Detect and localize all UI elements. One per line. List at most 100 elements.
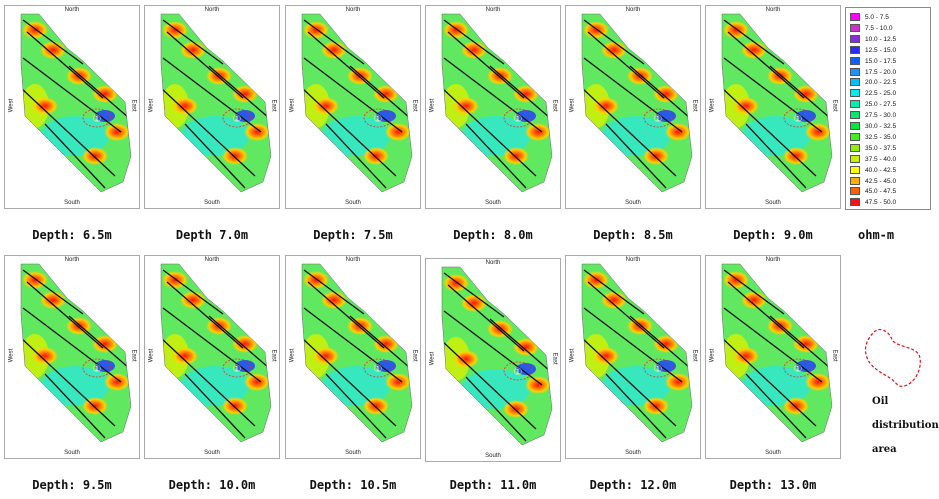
legend-item: 10.0 - 12.5 bbox=[850, 34, 930, 45]
direction-label-west: West bbox=[569, 98, 576, 113]
direction-label-north: North bbox=[625, 257, 641, 263]
direction-label-west: West bbox=[709, 348, 716, 363]
legend-label: 12.5 - 15.0 bbox=[865, 46, 897, 54]
direction-label-east: East bbox=[411, 99, 418, 112]
legend-item: 27.5 - 30.0 bbox=[850, 110, 930, 121]
legend-swatch bbox=[850, 198, 860, 207]
resistivity-map: ① bbox=[20, 13, 132, 193]
map-panel: ① North South West East bbox=[565, 255, 701, 459]
direction-label-north: North bbox=[345, 7, 361, 13]
map-panel: ① North South West East bbox=[285, 5, 421, 209]
legend-swatch bbox=[850, 122, 860, 130]
oil-area-outline bbox=[82, 358, 112, 378]
direction-label-east: East bbox=[130, 99, 137, 112]
direction-label-south: South bbox=[204, 450, 220, 456]
legend-label: 27.5 - 30.0 bbox=[865, 112, 897, 120]
anomaly-marker: ① bbox=[374, 364, 383, 375]
depth-label: Depth: 9.0m bbox=[733, 228, 813, 242]
map-panel: ① North South West East bbox=[144, 5, 280, 209]
anomaly-marker: ① bbox=[514, 367, 523, 378]
direction-label-east: East bbox=[691, 99, 698, 112]
legend-item: 7.5 - 10.0 bbox=[850, 23, 930, 34]
direction-label-west: West bbox=[148, 348, 155, 363]
direction-label-north: North bbox=[765, 257, 781, 263]
map-panel: ① North South West East bbox=[425, 258, 561, 462]
legend-item: 20.0 - 22.5 bbox=[850, 77, 930, 88]
legend-label: 20.0 - 22.5 bbox=[865, 79, 897, 87]
legend-label: 10.0 - 12.5 bbox=[865, 35, 897, 43]
direction-label-west: West bbox=[8, 98, 15, 113]
direction-label-north: North bbox=[625, 7, 641, 13]
legend-swatch bbox=[850, 100, 860, 109]
depth-label: Depth: 9.5m bbox=[32, 478, 112, 492]
resistivity-map: ① bbox=[160, 13, 272, 193]
legend-item: 12.5 - 15.0 bbox=[850, 45, 930, 56]
oil-area-outline bbox=[783, 358, 813, 378]
anomaly-marker: ① bbox=[514, 114, 523, 125]
direction-label-north: North bbox=[345, 257, 361, 263]
resistivity-map: ① bbox=[301, 13, 413, 193]
legend-swatch bbox=[850, 13, 860, 21]
legend-swatch bbox=[850, 165, 860, 174]
resistivity-map: ① bbox=[721, 13, 833, 193]
direction-label-east: East bbox=[551, 352, 558, 365]
resistivity-map: ① bbox=[721, 263, 833, 443]
anomaly-marker: ① bbox=[794, 364, 803, 375]
map-panel: ① North South West East bbox=[565, 5, 701, 209]
oil-area-outline bbox=[783, 108, 813, 128]
legend-item: 32.5 - 35.0 bbox=[850, 132, 930, 143]
direction-label-north: North bbox=[485, 7, 501, 13]
anomaly-marker: ① bbox=[93, 364, 102, 375]
anomaly-marker: ① bbox=[654, 114, 663, 125]
depth-label: Depth: 10.5m bbox=[309, 478, 397, 492]
oil-legend-line3: area bbox=[872, 444, 897, 455]
depth-label: Depth: 6.5m bbox=[32, 228, 112, 242]
legend-item: 45.0 - 47.5 bbox=[850, 186, 930, 197]
anomaly-marker: ① bbox=[233, 364, 242, 375]
legend-item: 47.5 - 50.0 bbox=[850, 197, 930, 208]
depth-label: Depth: 7.5m bbox=[313, 228, 393, 242]
depth-label: Depth: 8.5m bbox=[593, 228, 673, 242]
map-panel: ① North South West East bbox=[425, 5, 561, 209]
resistivity-map: ① bbox=[581, 13, 693, 193]
legend-item: 37.5 - 40.0 bbox=[850, 154, 930, 165]
legend-swatch bbox=[850, 45, 860, 54]
legend-label: 40.0 - 42.5 bbox=[865, 166, 897, 174]
direction-label-west: West bbox=[709, 98, 716, 113]
direction-label-west: West bbox=[148, 98, 155, 113]
legend-label: 22.5 - 25.0 bbox=[865, 90, 897, 98]
legend-swatch bbox=[850, 111, 860, 120]
legend-label: 37.5 - 40.0 bbox=[865, 155, 897, 163]
map-panel: ① North South West East bbox=[144, 255, 280, 459]
map-panel: ① North South West East bbox=[705, 5, 841, 209]
legend-swatch bbox=[850, 154, 860, 163]
legend-swatch bbox=[850, 78, 860, 87]
map-panel: ① North South West East bbox=[705, 255, 841, 459]
direction-label-south: South bbox=[765, 450, 781, 456]
legend-item: 35.0 - 37.5 bbox=[850, 143, 930, 154]
oil-area-outline bbox=[363, 108, 393, 128]
direction-label-west: West bbox=[289, 98, 296, 113]
resistivity-map: ① bbox=[160, 263, 272, 443]
direction-label-south: South bbox=[345, 200, 361, 206]
depth-label: Depth: 11.0m bbox=[449, 478, 537, 492]
legend-item: 17.5 - 20.0 bbox=[850, 67, 930, 78]
legend-item: 5.0 - 7.5 bbox=[850, 12, 930, 23]
legend-swatch bbox=[850, 67, 860, 76]
direction-label-north: North bbox=[765, 7, 781, 13]
legend-swatch bbox=[850, 176, 860, 185]
oil-distribution-outline-icon bbox=[864, 328, 921, 387]
direction-label-north: North bbox=[64, 7, 80, 13]
depth-label: Depth: 8.0m bbox=[453, 228, 533, 242]
resistivity-map: ① bbox=[441, 266, 553, 446]
direction-label-west: West bbox=[429, 351, 436, 366]
direction-label-east: East bbox=[831, 349, 838, 362]
legend-label: 7.5 - 10.0 bbox=[865, 24, 893, 32]
direction-label-south: South bbox=[625, 200, 641, 206]
anomaly-marker: ① bbox=[794, 114, 803, 125]
direction-label-east: East bbox=[551, 99, 558, 112]
oil-area-outline bbox=[363, 358, 393, 378]
resistivity-map: ① bbox=[441, 13, 553, 193]
legend-item: 42.5 - 45.0 bbox=[850, 176, 930, 187]
legend-label: 17.5 - 20.0 bbox=[865, 68, 897, 76]
